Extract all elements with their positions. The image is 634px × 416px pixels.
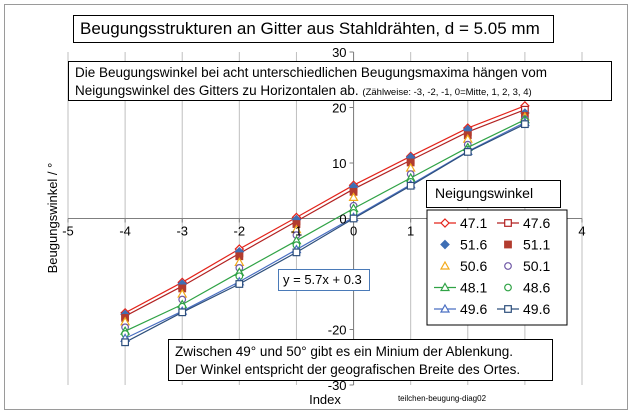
x-axis-label: Index <box>309 392 341 407</box>
y-tick-label: -30 <box>328 378 347 393</box>
note-line-1: Zwischen 49° und 50° gibt es ein Minium … <box>175 344 513 359</box>
y-tick-label: 30 <box>332 45 346 60</box>
note-box: Zwischen 49° und 50° gibt es ein Minium … <box>168 339 553 381</box>
trendline-equation: y = 5.7x + 0.3 <box>278 269 370 291</box>
series-line <box>124 119 526 332</box>
series-layer <box>120 100 530 347</box>
y-tick-label: -20 <box>328 323 347 338</box>
data-point <box>520 120 529 129</box>
data-point <box>178 308 187 317</box>
x-tick-label: -3 <box>176 224 188 239</box>
x-tick-label: -4 <box>119 224 131 239</box>
data-point <box>121 338 130 347</box>
x-tick-label: 3 <box>521 224 528 239</box>
series-9 <box>121 120 529 347</box>
data-point <box>406 181 415 190</box>
description-counting: (Zählweise: -3, -2, -1, 0=Mitte, 1, 2, 3… <box>362 87 532 98</box>
x-tick-label: -2 <box>234 224 246 239</box>
description-box: Die Beugungswinkel bei acht unterschiedl… <box>68 61 612 101</box>
data-point <box>292 248 301 257</box>
y-tick-label: 20 <box>332 101 346 116</box>
description-line-2: Neigungswinkel des Gitters zu Horizontal… <box>75 82 605 102</box>
description-line-1: Die Beugungswinkel bei acht unterschiedl… <box>75 65 548 80</box>
x-tick-label: -1 <box>291 224 303 239</box>
data-point <box>235 280 244 288</box>
data-point <box>463 148 472 156</box>
y-tick-label: 0 <box>339 212 346 227</box>
legend-title: Neigungswinkel <box>426 180 561 208</box>
x-tick-label: 4 <box>578 224 585 239</box>
x-tick-label: 0 <box>350 224 357 239</box>
chart-title: Beugungsstrukturen an Gitter aus Stahldr… <box>73 15 554 43</box>
series-line <box>124 109 526 317</box>
series-line <box>124 123 526 343</box>
description-main: Neigungswinkel des Gitters zu Horizontal… <box>75 83 359 98</box>
x-tick-label: 2 <box>464 224 471 239</box>
data-point <box>348 192 359 202</box>
credit-label: teilchen-beugung-diag02 <box>398 394 487 403</box>
note-line-2: Der Winkel entspricht der geografischen … <box>175 362 521 377</box>
y-tick-label: 10 <box>332 156 346 171</box>
x-tick-label: -5 <box>62 224 74 239</box>
x-tick-label: 1 <box>407 224 414 239</box>
y-axis-label: Beugungswinkel / ° <box>45 163 60 274</box>
data-point <box>349 214 358 223</box>
series-line <box>124 105 526 314</box>
